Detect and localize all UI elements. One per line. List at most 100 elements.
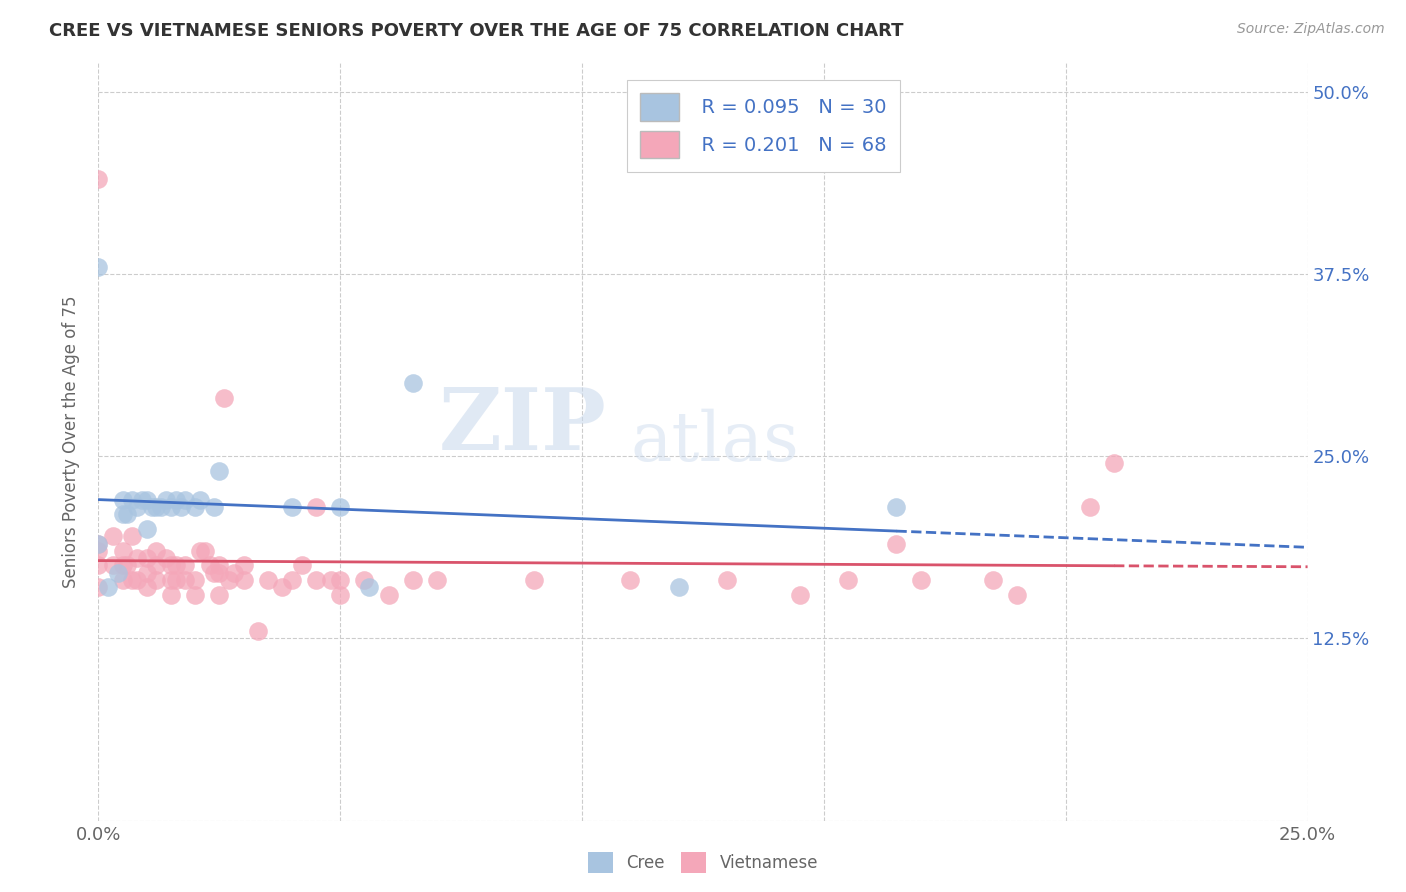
Point [208,566,231,580]
Point [910,573,932,587]
Point [208,464,231,478]
Text: Source: ZipAtlas.com: Source: ZipAtlas.com [1237,22,1385,37]
Point [155,492,177,507]
Point [174,492,197,507]
Point [247,624,270,639]
Point [160,558,183,573]
Point [668,580,690,594]
Point [111,558,134,573]
Point [121,573,143,587]
Point [111,573,134,587]
Point [281,500,304,515]
Point [101,558,124,573]
Point [271,580,294,594]
Point [353,573,375,587]
Point [174,573,197,587]
Point [155,551,177,566]
Point [188,544,211,558]
Point [111,492,134,507]
Point [329,500,352,515]
Point [188,492,211,507]
Point [212,391,235,405]
Point [981,573,1004,587]
Point [789,588,811,602]
Point [208,588,231,602]
Point [204,566,226,580]
Point [141,500,163,515]
Point [174,558,197,573]
Point [87,558,110,573]
Point [117,508,139,522]
Point [194,544,217,558]
Point [145,558,167,573]
Point [281,573,304,587]
Point [523,573,546,587]
Point [184,573,207,587]
Point [135,580,157,594]
Point [165,558,187,573]
Legend: Cree, Vietnamese: Cree, Vietnamese [581,846,825,880]
Point [145,500,167,515]
Point [232,573,254,587]
Point [305,500,328,515]
Point [402,573,425,587]
Point [127,551,149,566]
Point [111,544,134,558]
Legend:   R = 0.095   N = 30,   R = 0.201   N = 68: R = 0.095 N = 30, R = 0.201 N = 68 [627,79,900,172]
Point [150,500,173,515]
Point [329,573,352,587]
Text: atlas: atlas [630,409,800,475]
Point [305,573,328,587]
Point [111,508,134,522]
Point [169,500,191,515]
Point [1078,500,1101,515]
Point [97,580,120,594]
Point [135,522,157,536]
Point [165,573,187,587]
Point [402,376,425,391]
Point [160,588,183,602]
Point [131,492,153,507]
Point [222,566,245,580]
Point [290,558,312,573]
Point [319,573,342,587]
Point [87,544,110,558]
Point [426,573,449,587]
Point [1102,457,1125,471]
Point [198,558,221,573]
Point [377,588,399,602]
Point [135,551,157,566]
Point [208,558,231,573]
Point [101,529,124,543]
Point [256,573,278,587]
Point [165,492,187,507]
Point [145,573,167,587]
Point [886,500,908,515]
Point [145,544,167,558]
Point [619,573,641,587]
Point [232,558,254,573]
Point [160,500,183,515]
Text: ZIP: ZIP [439,384,606,468]
Point [107,566,129,580]
Point [135,492,157,507]
Point [87,580,110,594]
Point [127,573,149,587]
Point [87,172,110,186]
Y-axis label: Seniors Poverty Over the Age of 75: Seniors Poverty Over the Age of 75 [62,295,80,588]
Text: CREE VS VIETNAMESE SENIORS POVERTY OVER THE AGE OF 75 CORRELATION CHART: CREE VS VIETNAMESE SENIORS POVERTY OVER … [49,22,904,40]
Point [87,536,110,550]
Point [117,558,139,573]
Point [886,536,908,550]
Point [329,588,352,602]
Point [716,573,738,587]
Point [837,573,859,587]
Point [1007,588,1029,602]
Point [184,500,207,515]
Point [359,580,381,594]
Point [184,588,207,602]
Point [87,260,110,274]
Point [135,566,157,580]
Point [218,573,240,587]
Point [160,573,183,587]
